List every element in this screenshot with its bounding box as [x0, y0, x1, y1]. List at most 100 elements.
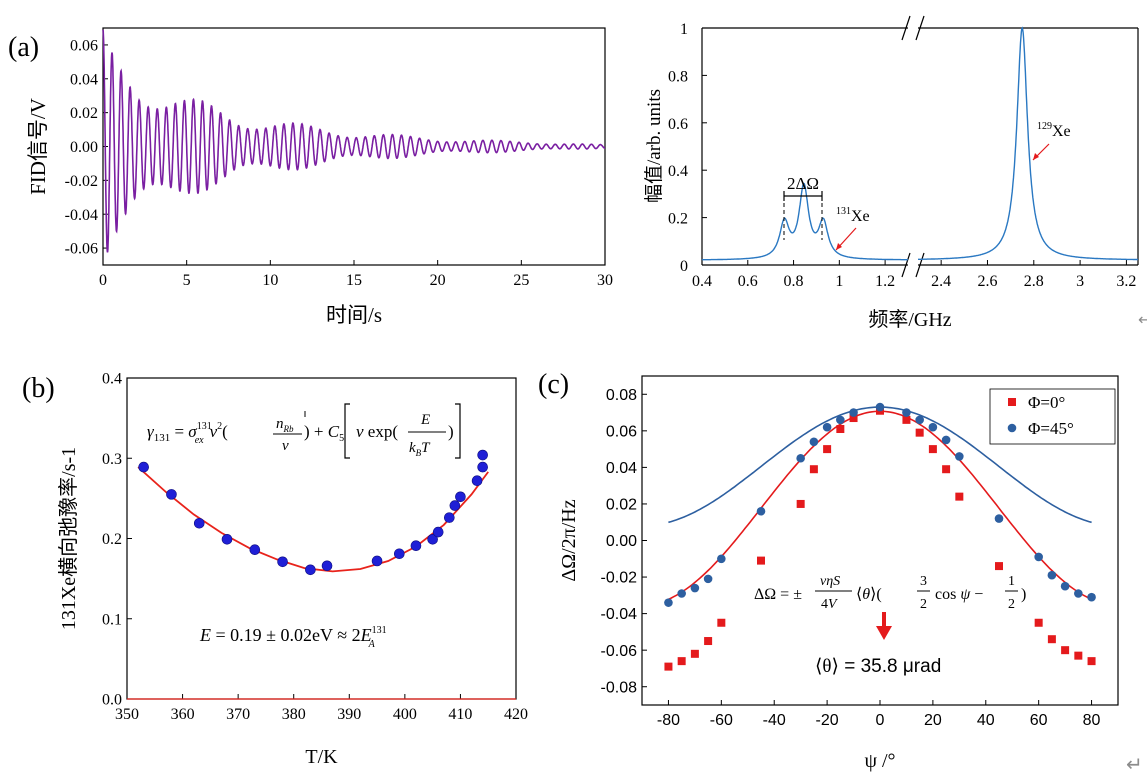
c-theta-label: ⟨θ⟩ = 35.8 μrad: [815, 656, 941, 677]
c-y-tick-label: 0.04: [606, 460, 637, 477]
c-formula-theta: ⟨θ⟩(: [856, 586, 882, 603]
data-point-phi45: [875, 402, 885, 412]
a1-y-tick-label: 0.06: [70, 38, 98, 55]
c-x-tick-label: -60: [710, 712, 733, 729]
data-point-phi45: [915, 415, 924, 425]
relaxation-data-point: [221, 534, 233, 545]
b-x-axis-label: T/K: [305, 746, 338, 768]
data-point-phi0: [690, 649, 699, 658]
a2-x-tick-label: 3: [1076, 273, 1084, 290]
data-point-phi45: [1087, 592, 1096, 602]
c-x-tick-label: -20: [816, 712, 839, 729]
c-theta-value: = 35.8 μrad: [839, 656, 941, 677]
relaxation-data-point: [138, 461, 149, 473]
data-point-phi45: [955, 452, 964, 461]
b-formula: γ131 = σ131 ex v2( nRb v ) + C5 v exp( E k…: [147, 403, 461, 459]
c-formula: ΔΩ = ± vηS 4V ⟨θ⟩( 3 2 cos ψ − 1 2 ): [754, 574, 1026, 612]
c-x-tick-label: 40: [977, 712, 995, 729]
a2-x-tick-label: 0.6: [738, 273, 758, 290]
data-point-phi0: [1061, 646, 1070, 655]
data-point-phi0: [823, 445, 832, 454]
c-y-tick-label: -0.06: [601, 643, 638, 660]
data-point-phi45: [809, 437, 819, 447]
data-point-phi0: [995, 562, 1003, 571]
chart-c: -80 -60 -40 -20 0 20 40 60 80 -0.08 -0.06 -0.04 -0.0…: [558, 375, 1119, 772]
xe129-label: 129Xe: [1037, 121, 1071, 140]
a1-x-axis-label: 时间/s: [326, 303, 382, 327]
relaxation-data-point: [371, 555, 383, 567]
data-point-phi45: [941, 435, 951, 445]
b-x-tick-label: 370: [226, 706, 250, 723]
legend-label-phi45: Φ=45°: [1028, 419, 1074, 438]
data-point-phi0: [955, 492, 964, 501]
a1-x-tick-label: 5: [183, 272, 191, 289]
c-y-tick-label: 0.06: [606, 423, 637, 440]
relaxation-data-point: [305, 564, 316, 576]
axis-break-mark: [901, 15, 911, 41]
b-x-tick-label: 380: [282, 706, 306, 723]
legend-marker-phi45: [1007, 423, 1017, 433]
data-point-phi0: [849, 414, 858, 423]
b-formula-nrb: nRb: [276, 416, 294, 434]
a1-x-tick-label: 25: [513, 272, 529, 289]
b-formula-rbracket: [455, 403, 461, 459]
data-point-phi45: [1074, 589, 1083, 598]
a2-y-tick-label: 1: [680, 21, 688, 38]
b-y-axis-label: 131Xe横向弛豫率/s-1: [57, 447, 80, 630]
a2-x-tick-label: 2.6: [977, 273, 997, 290]
b-formula-vden: v: [282, 438, 289, 454]
relaxation-data-point: [393, 548, 405, 560]
c-formula-one: 1: [1008, 574, 1015, 589]
relaxation-data-point: [455, 491, 466, 503]
a2-x-tick-label: 2.8: [1024, 273, 1044, 290]
a1-x-tick-label: 15: [346, 272, 362, 289]
return-mark-top: ↵: [1138, 310, 1147, 329]
data-point-phi45: [928, 422, 938, 432]
c-result: ⟨θ⟩ = 35.8 μrad: [815, 612, 941, 677]
c-x-tick-label: 60: [1030, 712, 1048, 729]
c-formula-num: vηS: [820, 574, 840, 589]
c-formula-three: 3: [920, 574, 927, 589]
data-point-phi0: [1074, 651, 1083, 660]
spectrum-line-left: [701, 182, 908, 261]
legend-marker-phi0: [1008, 398, 1016, 406]
a2-y-tick-label: 0.6: [668, 116, 688, 133]
b-y-tick-label: 0.1: [102, 611, 122, 628]
a2-x-axis-label: 频率/GHz: [868, 308, 951, 331]
c-formula-close: ): [1021, 586, 1026, 603]
return-mark-bottom: ↵: [1126, 752, 1143, 776]
data-point-phi0: [664, 662, 673, 671]
b-y-tick-label: 0.4: [102, 371, 122, 388]
b-formula-ebar: E: [420, 412, 430, 428]
b-formula-gamma: γ131 = σ131 ex v2(: [147, 421, 228, 446]
b-x-tick-label: 390: [337, 706, 361, 723]
chart-a1: 0 5 10 15 20 25 30 -0.06 -0.04 -0.02 0.00 0.02 0.04 0…: [26, 27, 613, 327]
data-point-phi0: [1087, 657, 1096, 666]
data-point-phi0: [757, 556, 765, 565]
b-x-tick-label: 410: [448, 706, 472, 723]
data-point-phi45: [756, 506, 766, 516]
c-x-tick-label: 0: [876, 712, 885, 729]
a2-y-tick-label: 0.8: [668, 68, 688, 85]
c-x-tick-label: -80: [657, 712, 680, 729]
relaxation-data-point: [444, 512, 455, 523]
data-point-phi0: [836, 425, 845, 434]
c-y-tick-label: -0.04: [601, 606, 638, 623]
data-point-phi45: [1047, 570, 1057, 580]
a2-x-tick-label: 0.8: [784, 273, 804, 290]
a1-x-tick-label: 0: [99, 272, 107, 289]
data-point-phi45: [836, 415, 845, 425]
spectrum-line-right: [918, 26, 1138, 261]
data-point-phi0: [902, 415, 911, 424]
data-point-phi0: [928, 445, 937, 454]
relaxation-fit-line: [137, 466, 489, 573]
axis-break-mark: [915, 252, 925, 278]
b-formula-plus: ) + C5: [304, 422, 344, 444]
b-formula-lbracket: [344, 403, 350, 459]
axis-break-mark: [901, 252, 911, 278]
data-point-phi0: [1047, 635, 1056, 644]
a2-y-tick-label: 0: [680, 258, 688, 275]
relaxation-data-point: [410, 540, 422, 552]
relaxation-data-point: [477, 461, 488, 473]
data-point-phi45: [664, 598, 673, 607]
